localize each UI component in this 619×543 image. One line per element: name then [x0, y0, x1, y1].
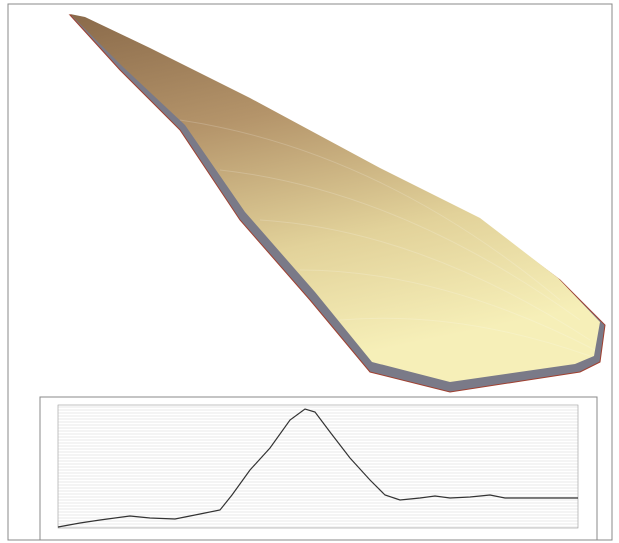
page: {"chart_data": {"type": "line", "x": [0,… [0, 0, 619, 543]
terrain-model [70, 14, 605, 392]
screenshot [0, 0, 619, 543]
chart-frame [40, 397, 597, 540]
grid [58, 407, 578, 527]
